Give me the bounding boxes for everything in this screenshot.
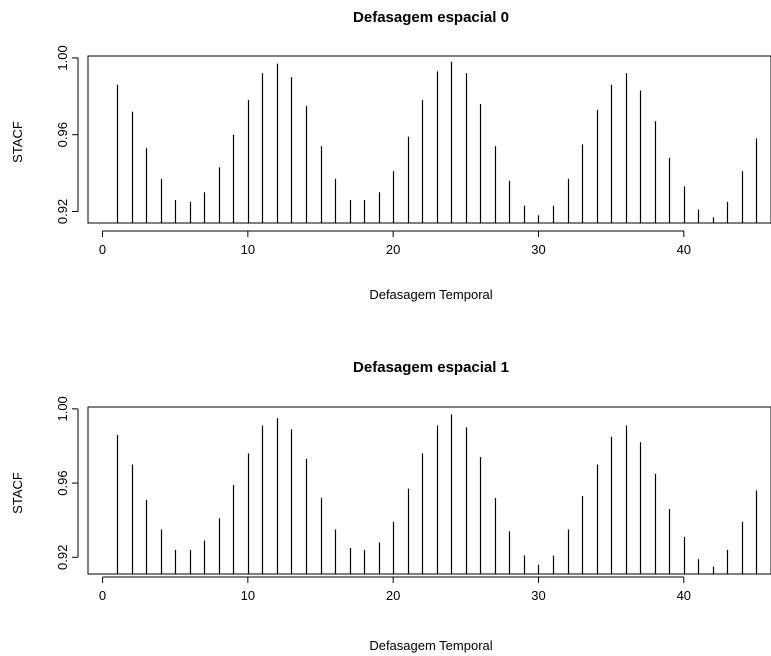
y-axis: 0.92 0.96 1.00 xyxy=(55,45,79,224)
y-tick-label: 1.00 xyxy=(55,45,70,70)
x-axis-label: Defasagem Temporal xyxy=(369,287,492,302)
x-axis: 0 10 20 30 40 xyxy=(99,576,691,603)
y-axis-label: STACF xyxy=(10,472,25,514)
chart-title: Defasagem espacial 0 xyxy=(353,9,509,26)
x-axis-label: Defasagem Temporal xyxy=(369,638,492,653)
y-tick-label: 0.96 xyxy=(55,470,70,495)
x-tick-label: 10 xyxy=(241,588,255,603)
x-tick-label: 0 xyxy=(99,242,106,257)
bar-series xyxy=(116,414,758,574)
x-tick-label: 40 xyxy=(677,242,691,257)
y-axis: 0.92 0.96 1.00 xyxy=(55,396,79,570)
x-tick-label: 30 xyxy=(531,588,545,603)
x-tick-label: 20 xyxy=(386,588,400,603)
x-axis: 0 10 20 30 40 xyxy=(99,230,691,257)
bar-series xyxy=(116,61,758,223)
y-tick-label: 0.92 xyxy=(55,199,70,224)
y-tick-label: 0.92 xyxy=(55,545,70,570)
y-axis-label: STACF xyxy=(10,121,25,163)
chart-title: Defasagem espacial 1 xyxy=(353,359,509,376)
chart-panel-spatial-lag-0: Defasagem espacial 0 Defasagem Temporal … xyxy=(10,9,771,302)
y-tick-label: 0.96 xyxy=(55,122,70,147)
x-tick-label: 30 xyxy=(531,242,545,257)
x-tick-label: 20 xyxy=(386,242,400,257)
y-tick-label: 1.00 xyxy=(55,396,70,421)
x-tick-label: 0 xyxy=(99,588,106,603)
x-tick-label: 40 xyxy=(677,588,691,603)
chart-panel-spatial-lag-1: Defasagem espacial 1 Defasagem Temporal … xyxy=(10,359,771,653)
plot-frame xyxy=(87,406,771,575)
plot-frame xyxy=(87,55,771,224)
x-tick-label: 10 xyxy=(241,242,255,257)
